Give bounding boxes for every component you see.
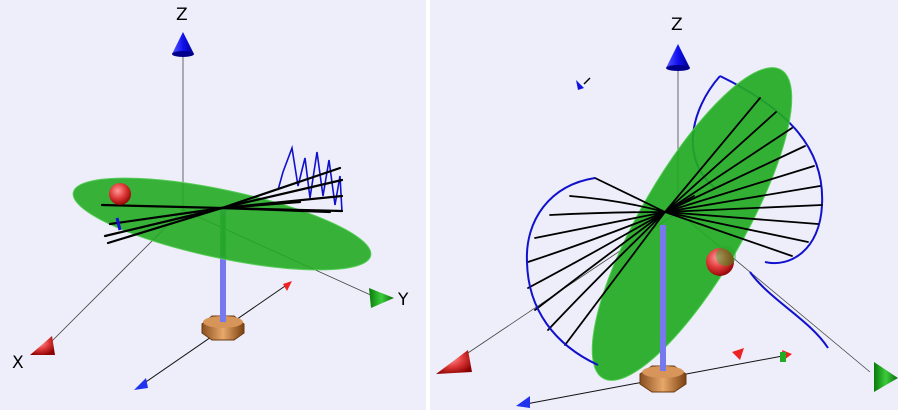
y-axis-cone-icon xyxy=(874,362,898,392)
ground-arrow-red-icon xyxy=(283,281,292,291)
x-axis-label: X xyxy=(12,353,24,373)
ground-arrow-blue-icon xyxy=(516,396,530,408)
x-axis-cone-icon xyxy=(436,350,472,374)
ground-arrow-blue-icon xyxy=(134,378,148,390)
z-axis-label: Z xyxy=(176,5,188,25)
green-disc xyxy=(591,67,793,381)
blue-spoke-tip xyxy=(115,217,122,231)
y-axis-label: Y xyxy=(397,290,409,310)
green-tip-icon xyxy=(780,352,786,362)
sphere-marker-icon xyxy=(109,183,131,205)
z-cone-base xyxy=(666,65,690,71)
z-cone-base xyxy=(172,51,194,57)
blue-trace-bottom xyxy=(749,271,829,349)
blue-tip-icon xyxy=(576,80,584,90)
sphere-marker-icon xyxy=(706,248,734,276)
green-disc xyxy=(72,177,372,271)
blue-trace xyxy=(277,144,343,213)
z-axis-cone-icon xyxy=(666,44,690,68)
spokes xyxy=(527,97,823,346)
blue-trace-left xyxy=(525,177,599,366)
right-scene: Z xyxy=(436,15,898,408)
support-pole-icon xyxy=(660,225,666,371)
right-3d-view[interactable]: Z xyxy=(430,0,898,410)
support-pole-icon xyxy=(220,210,226,322)
x-axis-cone-icon xyxy=(30,336,55,355)
red-tip-icon xyxy=(732,348,744,360)
z-axis-cone-icon xyxy=(172,32,194,54)
y-axis-cone-icon xyxy=(369,288,394,308)
spokes xyxy=(100,166,344,245)
left-3d-view[interactable]: Z Y X xyxy=(0,0,426,410)
ball-overlay xyxy=(716,246,736,266)
tip-line xyxy=(583,77,591,85)
octagonal-base-icon xyxy=(639,365,687,393)
z-axis-label: Z xyxy=(671,15,683,35)
left-scene: Z Y X xyxy=(12,5,409,390)
